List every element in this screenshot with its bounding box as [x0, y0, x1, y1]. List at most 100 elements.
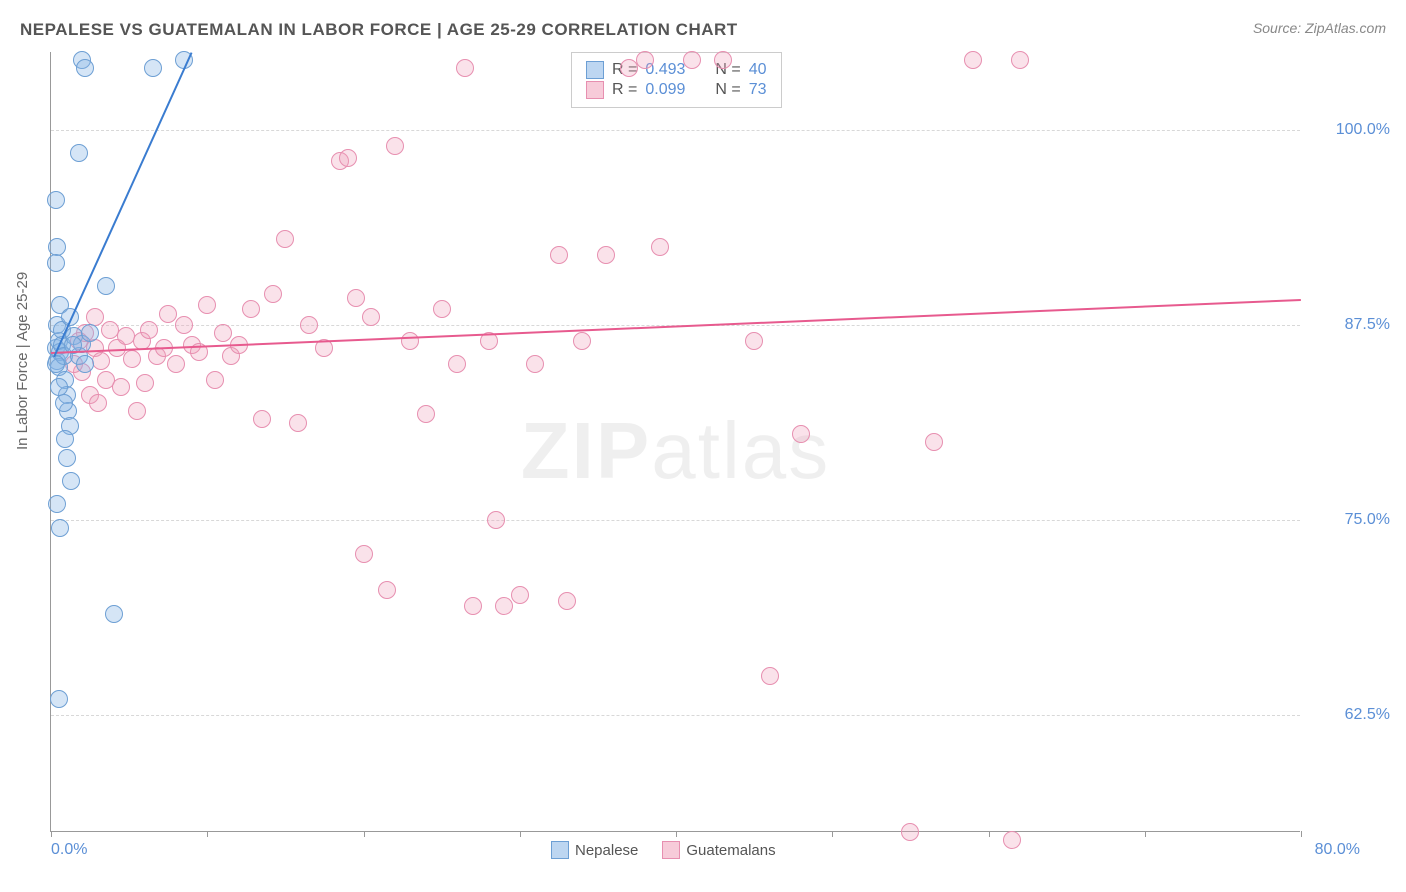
legend-series-label: Nepalese	[575, 842, 638, 859]
data-point-guatemalans	[253, 410, 271, 428]
data-point-guatemalans	[683, 51, 701, 69]
data-point-guatemalans	[112, 378, 130, 396]
data-point-guatemalans	[92, 352, 110, 370]
data-point-nepalese	[51, 519, 69, 537]
data-point-guatemalans	[433, 300, 451, 318]
legend-series: Nepalese Guatemalans	[551, 841, 776, 859]
data-point-guatemalans	[651, 238, 669, 256]
data-point-nepalese	[56, 430, 74, 448]
x-tick	[207, 831, 208, 837]
data-point-guatemalans	[347, 289, 365, 307]
data-point-guatemalans	[89, 394, 107, 412]
data-point-guatemalans	[573, 332, 591, 350]
data-point-nepalese	[76, 355, 94, 373]
data-point-guatemalans	[123, 350, 141, 368]
y-tick-label: 100.0%	[1310, 121, 1390, 139]
gridline	[51, 520, 1300, 521]
legend-series-item: Guatemalans	[662, 841, 775, 859]
data-point-guatemalans	[761, 667, 779, 685]
x-tick	[1145, 831, 1146, 837]
plot-area: ZIPatlas R =0.493N =40R =0.099N =73 Nepa…	[50, 52, 1300, 832]
data-point-guatemalans	[417, 405, 435, 423]
gridline	[51, 130, 1300, 131]
data-point-guatemalans	[901, 823, 919, 841]
y-tick-label: 62.5%	[1310, 706, 1390, 724]
data-point-guatemalans	[1011, 51, 1029, 69]
data-point-nepalese	[50, 690, 68, 708]
data-point-nepalese	[144, 59, 162, 77]
watermark: ZIPatlas	[521, 405, 830, 497]
x-tick	[676, 831, 677, 837]
data-point-guatemalans	[136, 374, 154, 392]
data-point-guatemalans	[300, 316, 318, 334]
data-point-nepalese	[97, 277, 115, 295]
data-point-guatemalans	[495, 597, 513, 615]
data-point-nepalese	[47, 191, 65, 209]
legend-swatch	[551, 841, 569, 859]
data-point-guatemalans	[925, 433, 943, 451]
data-point-nepalese	[81, 324, 99, 342]
data-point-guatemalans	[276, 230, 294, 248]
legend-stat-row: R = 0.099 N = 73	[586, 81, 767, 99]
data-point-guatemalans	[1003, 831, 1021, 849]
data-point-guatemalans	[511, 586, 529, 604]
data-point-nepalese	[62, 472, 80, 490]
data-point-guatemalans	[964, 51, 982, 69]
data-point-nepalese	[47, 355, 65, 373]
legend-series-item: Nepalese	[551, 841, 638, 859]
data-point-guatemalans	[175, 316, 193, 334]
data-point-guatemalans	[714, 51, 732, 69]
data-point-guatemalans	[167, 355, 185, 373]
legend-series-label: Guatemalans	[686, 842, 775, 859]
data-point-guatemalans	[140, 321, 158, 339]
data-point-guatemalans	[198, 296, 216, 314]
data-point-nepalese	[47, 254, 65, 272]
x-tick	[1301, 831, 1302, 837]
source-attribution: Source: ZipAtlas.com	[1253, 20, 1386, 36]
data-point-guatemalans	[792, 425, 810, 443]
legend-r-label: R =	[612, 81, 637, 99]
data-point-guatemalans	[214, 324, 232, 342]
legend-n-value: 40	[749, 61, 767, 79]
x-tick	[520, 831, 521, 837]
data-point-nepalese	[76, 59, 94, 77]
data-point-guatemalans	[401, 332, 419, 350]
data-point-guatemalans	[558, 592, 576, 610]
gridline	[51, 715, 1300, 716]
data-point-guatemalans	[242, 300, 260, 318]
data-point-guatemalans	[456, 59, 474, 77]
data-point-guatemalans	[745, 332, 763, 350]
legend-swatch	[662, 841, 680, 859]
watermark-bold: ZIP	[521, 406, 651, 495]
data-point-guatemalans	[464, 597, 482, 615]
legend-stats: R =0.493N =40 R = 0.099 N = 73	[571, 52, 782, 108]
chart-title: NEPALESE VS GUATEMALAN IN LABOR FORCE | …	[20, 20, 738, 40]
y-tick-label: 75.0%	[1310, 511, 1390, 529]
data-point-guatemalans	[386, 137, 404, 155]
legend-n-label: N =	[715, 81, 740, 99]
x-axis-min-label: 0.0%	[51, 841, 87, 859]
data-point-guatemalans	[378, 581, 396, 599]
x-tick	[364, 831, 365, 837]
legend-n-value: 73	[749, 81, 767, 99]
data-point-guatemalans	[264, 285, 282, 303]
data-point-guatemalans	[448, 355, 466, 373]
legend-stat-row: R =0.493N =40	[586, 61, 767, 79]
data-point-guatemalans	[339, 149, 357, 167]
chart-container: NEPALESE VS GUATEMALAN IN LABOR FORCE | …	[0, 0, 1406, 892]
data-point-guatemalans	[550, 246, 568, 264]
watermark-light: atlas	[651, 406, 830, 495]
data-point-nepalese	[48, 495, 66, 513]
data-point-guatemalans	[487, 511, 505, 529]
x-tick	[51, 831, 52, 837]
data-point-nepalese	[70, 144, 88, 162]
x-axis-max-label: 80.0%	[1315, 841, 1360, 859]
data-point-guatemalans	[206, 371, 224, 389]
data-point-guatemalans	[355, 545, 373, 563]
legend-swatch	[586, 61, 604, 79]
x-tick	[989, 831, 990, 837]
y-tick-label: 87.5%	[1310, 316, 1390, 334]
data-point-guatemalans	[526, 355, 544, 373]
data-point-guatemalans	[362, 308, 380, 326]
legend-r-value: 0.099	[645, 81, 685, 99]
